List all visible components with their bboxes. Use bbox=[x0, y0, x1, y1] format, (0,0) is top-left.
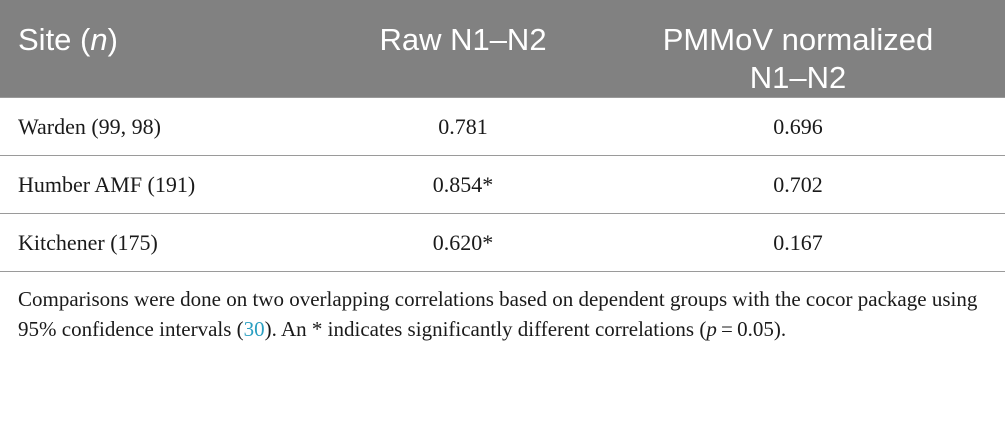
table-row: Warden (99, 98) 0.781 0.696 bbox=[0, 97, 1005, 156]
footnote-text-1: Comparisons were done on two overlapping… bbox=[18, 287, 978, 341]
cell-pmmov: 0.696 bbox=[591, 97, 1005, 156]
table-row: Kitchener (175) 0.620* 0.167 bbox=[0, 213, 1005, 272]
header-raw: Raw N1–N2 bbox=[335, 0, 591, 98]
cell-raw: 0.620* bbox=[335, 213, 591, 272]
footnote-text-2: ). An * indicates significantly differen… bbox=[264, 317, 707, 341]
table-header: Site (n) Raw N1–N2 PMMoV normalized N1–N… bbox=[0, 0, 1005, 98]
reference-link[interactable]: 30 bbox=[243, 317, 265, 341]
header-site-close: ) bbox=[107, 22, 118, 57]
cell-site: Warden (99, 98) bbox=[0, 97, 335, 156]
table-row: Humber AMF (191) 0.854* 0.702 bbox=[0, 155, 1005, 214]
header-pmmov-line1: PMMoV normalized bbox=[662, 22, 934, 57]
cell-raw: 0.854* bbox=[335, 155, 591, 214]
header-pmmov: PMMoV normalized N1–N2 bbox=[591, 0, 1005, 98]
header-row: Site (n) Raw N1–N2 PMMoV normalized N1–N… bbox=[0, 0, 1005, 98]
header-raw-text: Raw N1–N2 bbox=[379, 22, 547, 57]
table-footnote: Comparisons were done on two overlapping… bbox=[0, 272, 1005, 344]
header-site-text: Site ( bbox=[18, 22, 91, 57]
cell-raw: 0.781 bbox=[335, 97, 591, 156]
header-pmmov-line2: N1–N2 bbox=[749, 60, 847, 95]
footnote-p-symbol: p bbox=[706, 317, 717, 341]
cell-pmmov: 0.167 bbox=[591, 213, 1005, 272]
table-container: Site (n) Raw N1–N2 PMMoV normalized N1–N… bbox=[0, 0, 1005, 344]
header-site-n: n bbox=[90, 22, 108, 57]
footnote-text-3: = 0.05). bbox=[716, 317, 787, 341]
cell-site: Kitchener (175) bbox=[0, 213, 335, 272]
correlation-table: Site (n) Raw N1–N2 PMMoV normalized N1–N… bbox=[0, 0, 1005, 272]
table-body: Warden (99, 98) 0.781 0.696 Humber AMF (… bbox=[0, 97, 1005, 272]
cell-pmmov: 0.702 bbox=[591, 155, 1005, 214]
cell-site: Humber AMF (191) bbox=[0, 155, 335, 214]
header-site: Site (n) bbox=[0, 0, 335, 98]
